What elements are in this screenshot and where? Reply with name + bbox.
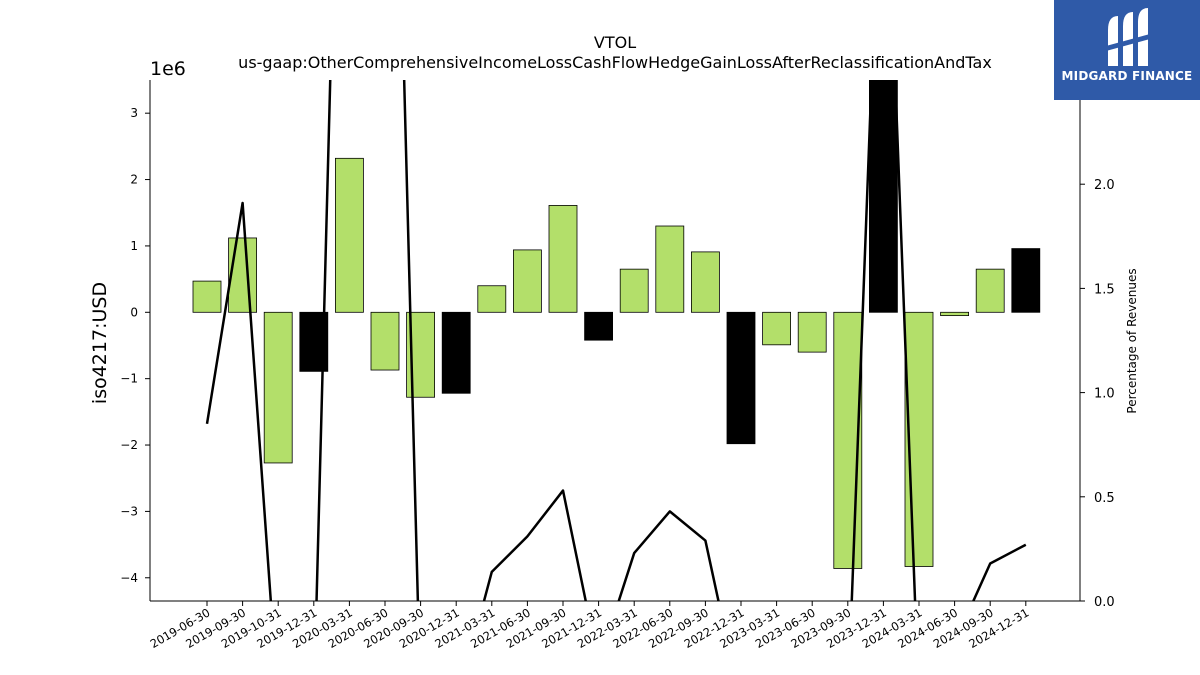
bar xyxy=(691,251,720,313)
y-tick-label: 0 xyxy=(130,305,138,319)
y-axis-label: iso4217:USD xyxy=(89,282,111,404)
bar xyxy=(797,311,827,353)
y-offset-label: 1e6 xyxy=(150,58,186,80)
bar xyxy=(548,205,578,313)
bar xyxy=(655,225,685,313)
y2-tick-label: 1.0 xyxy=(1094,387,1115,402)
y-tick-label: −4 xyxy=(120,571,138,585)
brand-logo: MIDGARD FINANCE xyxy=(1054,0,1200,100)
y2-tick-label: 2.0 xyxy=(1094,178,1115,193)
bar xyxy=(584,311,613,341)
bar xyxy=(228,237,258,313)
bar xyxy=(441,311,471,394)
revenue-percentage-line xyxy=(205,80,1027,601)
bar xyxy=(370,311,400,371)
y-tick-label: 1 xyxy=(130,239,138,253)
bar xyxy=(477,285,507,313)
logo-brand-text: MIDGARD FINANCE xyxy=(1061,69,1193,83)
y2-tick-label: 0.5 xyxy=(1094,491,1115,506)
y-tick-label: −1 xyxy=(120,372,138,386)
y2-tick-label: 1.5 xyxy=(1094,282,1115,297)
bar xyxy=(334,157,364,313)
y-tick-label: 2 xyxy=(130,173,138,187)
bar xyxy=(869,80,898,313)
bar xyxy=(619,268,649,313)
bar xyxy=(726,311,756,445)
bar xyxy=(975,268,1005,313)
bar xyxy=(762,311,791,346)
y-tick-label: 3 xyxy=(130,106,138,120)
bar xyxy=(513,249,542,313)
bar xyxy=(192,280,222,313)
y-tick-label: −2 xyxy=(120,438,138,452)
logo-mark-icon xyxy=(1106,8,1150,66)
chart-subtitle: us-gaap:OtherComprehensiveIncomeLossCash… xyxy=(238,53,992,72)
y2-tick-label: 0.0 xyxy=(1094,595,1115,610)
chart-title: VTOL xyxy=(594,33,636,52)
bar xyxy=(1011,248,1041,313)
bar xyxy=(263,311,293,464)
y2-axis-label: Percentage of Revenues xyxy=(1125,268,1139,413)
bar xyxy=(940,311,969,317)
y-tick-label: −3 xyxy=(120,504,138,518)
